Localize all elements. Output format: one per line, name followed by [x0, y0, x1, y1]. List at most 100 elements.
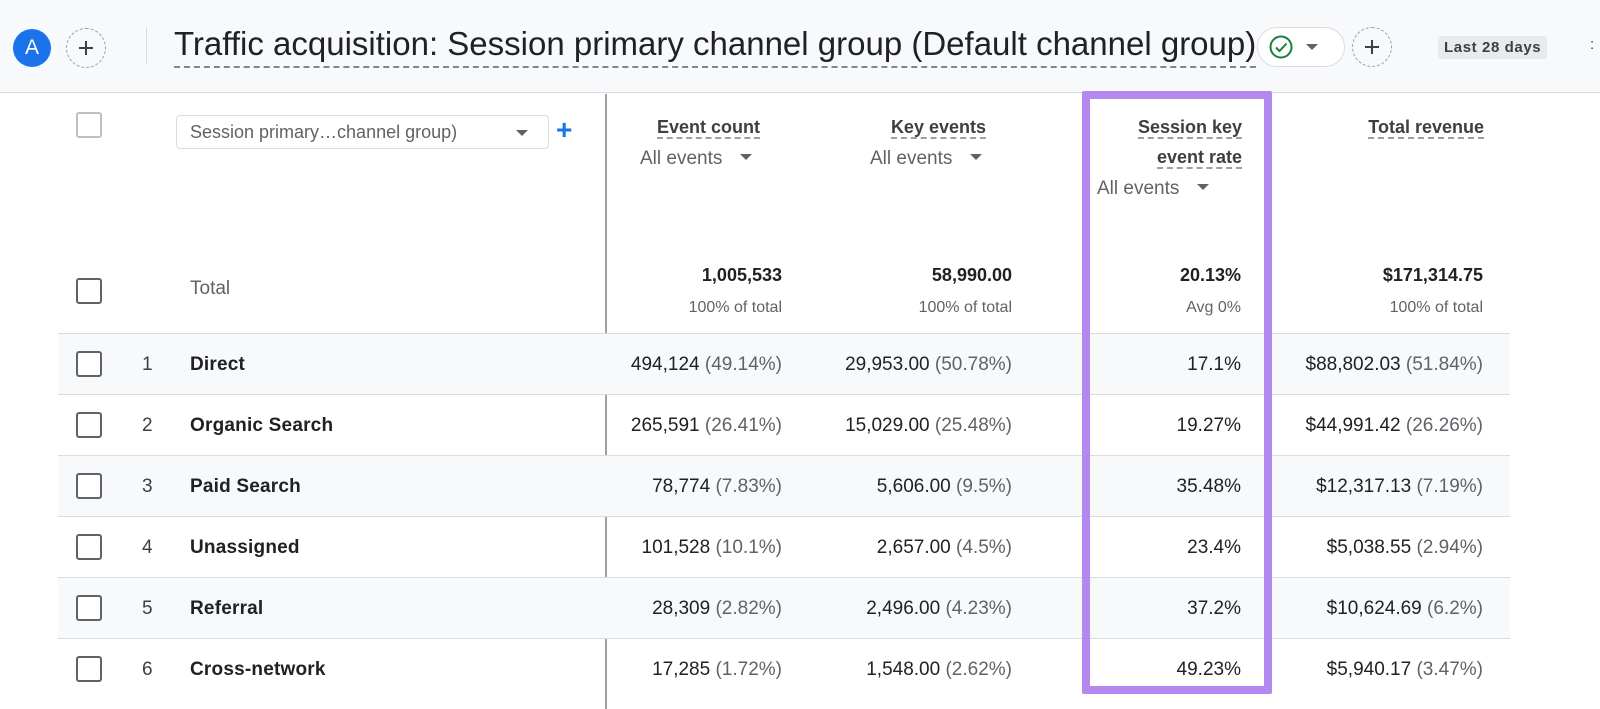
row-checkbox[interactable] — [76, 351, 102, 377]
key-events-cell-value: 2,657.00 — [876, 537, 951, 558]
event-count-cell: 101,528 (10.1%) — [560, 517, 783, 578]
key-events-cell: 2,496.00 (4.23%) — [760, 578, 1012, 639]
session-key-event-rate-cell: 23.4% — [1058, 517, 1241, 578]
session-key-event-rate-cell: 35.48% — [1058, 456, 1241, 517]
table-row[interactable]: 2 Organic Search 265,591 (26.41%) 15,029.00… — [58, 394, 1510, 455]
key-events-cell-percent: (4.23%) — [945, 598, 1012, 619]
total-revenue-cell-percent: (2.94%) — [1416, 537, 1483, 558]
total-session-key-event-rate-sub: Avg 0% — [1186, 299, 1241, 316]
event-count-cell-value: 494,124 — [630, 354, 700, 375]
avatar[interactable]: A — [13, 29, 51, 67]
session-key-event-rate-cell: 37.2% — [1058, 578, 1241, 639]
row-checkbox[interactable] — [76, 412, 102, 438]
column-label: Event count — [656, 117, 760, 139]
total-row-checkbox[interactable] — [76, 278, 102, 304]
chevron-down-icon — [1197, 183, 1210, 190]
session-key-event-rate-cell-value: 23.4% — [1187, 537, 1241, 558]
session-key-event-rate-cell: 19.27% — [1058, 395, 1241, 456]
total-revenue-cell-value: $5,038.55 — [1326, 537, 1412, 558]
total-revenue-cell-percent: (3.47%) — [1416, 659, 1483, 680]
total-revenue-cell-percent: (7.19%) — [1416, 476, 1483, 497]
column-header-session-key-event-rate[interactable]: Session key event rate — [1042, 112, 1242, 172]
table-row[interactable]: 6 Cross-network 17,285 (1.72%) 1,548.00 (2.… — [58, 638, 1510, 699]
page-title[interactable]: Traffic acquisition: Session primary cha… — [174, 24, 1257, 68]
key-events-cell-value: 5,606.00 — [876, 476, 951, 497]
channel-name-value: Unassigned — [190, 537, 300, 558]
event-count-cell: 17,285 (1.72%) — [560, 639, 782, 700]
row-checkbox[interactable] — [76, 595, 102, 621]
row-index: 3 — [142, 456, 153, 517]
channel-name[interactable]: Organic Search — [190, 395, 333, 456]
total-event-count-sub: 100% of total — [688, 299, 782, 316]
event-count-cell: 28,309 (2.82%) — [560, 578, 782, 639]
row-checkbox[interactable] — [76, 473, 102, 499]
total-revenue-cell-value: $44,991.42 — [1305, 415, 1401, 436]
event-select-label: All events — [870, 148, 953, 169]
total-event-count: 1,005,533 — [701, 265, 782, 285]
column-label: Key events — [890, 117, 986, 139]
plus-icon — [79, 41, 93, 55]
event-count-cell-percent: (7.83%) — [715, 476, 782, 497]
event-count-cell-percent: (49.14%) — [704, 354, 782, 375]
row-index: 2 — [142, 395, 153, 456]
session-key-event-rate-cell: 49.23% — [1058, 639, 1241, 700]
key-events-cell-value: 1,548.00 — [866, 659, 941, 680]
session-key-event-rate-cell: 17.1% — [1058, 334, 1241, 395]
chevron-down-icon — [516, 130, 528, 136]
event-count-cell-percent: (10.1%) — [715, 537, 782, 558]
key-events-cell: 5,606.00 (9.5%) — [760, 456, 1012, 517]
key-events-cell-value: 29,953.00 — [845, 354, 930, 375]
total-revenue-cell: $12,317.13 (7.19%) — [1238, 456, 1483, 517]
event-count-cell-value: 17,285 — [652, 659, 711, 680]
event-select-label: All events — [640, 148, 723, 169]
key-events-cell-percent: (25.48%) — [934, 415, 1012, 436]
total-revenue: $171,314.75 — [1382, 265, 1483, 285]
channel-name-value: Referral — [190, 598, 264, 619]
total-label: Total — [190, 278, 231, 299]
key-events-cell-value: 15,029.00 — [845, 415, 930, 436]
table-row[interactable]: 5 Referral 28,309 (2.82%) 2,496.00 (4.23%) 3… — [58, 577, 1510, 638]
row-checkbox[interactable] — [76, 656, 102, 682]
total-key-events: 58,990.00 — [931, 265, 1012, 285]
event-count-cell-value: 78,774 — [652, 476, 711, 497]
total-revenue-cell: $10,624.69 (6.2%) — [1238, 578, 1483, 639]
total-revenue-cell-value: $12,317.13 — [1316, 476, 1412, 497]
date-more-icon[interactable]: : — [1590, 36, 1595, 53]
channel-name[interactable]: Paid Search — [190, 456, 301, 517]
channel-name-value: Organic Search — [190, 415, 334, 436]
row-index: 1 — [142, 334, 153, 395]
header-divider — [146, 27, 147, 65]
channel-name[interactable]: Cross-network — [190, 639, 326, 700]
key-events-cell-value: 2,496.00 — [866, 598, 941, 619]
channel-name[interactable]: Referral — [190, 578, 263, 639]
table-row[interactable]: 1 Direct 494,124 (49.14%) 29,953.00 (50.78%… — [58, 333, 1510, 394]
add-card-button[interactable] — [1352, 27, 1392, 67]
total-revenue-cell: $5,038.55 (2.94%) — [1238, 517, 1483, 578]
report-status-dropdown[interactable] — [1257, 27, 1345, 67]
total-revenue-sub: 100% of total — [1389, 299, 1483, 316]
channel-name[interactable]: Unassigned — [190, 517, 300, 578]
dimension-select[interactable]: Session primary…channel group) — [176, 115, 549, 149]
report-header: A Traffic acquisition: Session primary c… — [0, 0, 1600, 93]
session-key-event-rate-cell-value: 19.27% — [1176, 415, 1241, 436]
key-events-event-select[interactable]: All events — [870, 148, 983, 170]
date-range-picker[interactable]: Last 28 days — [1438, 36, 1548, 59]
event-count-cell-value: 28,309 — [652, 598, 711, 619]
session-key-event-rate-cell-value: 37.2% — [1187, 598, 1241, 619]
table-row[interactable]: 4 Unassigned 101,528 (10.1%) 2,657.00 (4.5%… — [58, 516, 1510, 577]
add-comparison-button[interactable] — [66, 28, 106, 68]
column-header-total-revenue[interactable]: Total revenue — [1284, 112, 1484, 142]
event-count-event-select[interactable]: All events — [640, 148, 753, 170]
table-row[interactable]: 3 Paid Search 78,774 (7.83%) 5,606.00 (9.5%… — [58, 455, 1510, 516]
row-checkbox[interactable] — [76, 534, 102, 560]
column-header-key-events[interactable]: Key events — [786, 112, 986, 142]
add-dimension-button[interactable]: + — [556, 114, 573, 145]
column-header-event-count[interactable]: Event count — [560, 112, 760, 142]
session-key-event-rate-event-select[interactable]: All events — [1097, 178, 1210, 200]
key-events-cell-percent: (4.5%) — [956, 537, 1012, 558]
select-all-checkbox[interactable] — [76, 112, 102, 138]
column-label-line1: Session key — [1137, 117, 1242, 139]
column-divider — [605, 94, 607, 709]
row-index: 4 — [142, 517, 153, 578]
channel-name[interactable]: Direct — [190, 334, 245, 395]
